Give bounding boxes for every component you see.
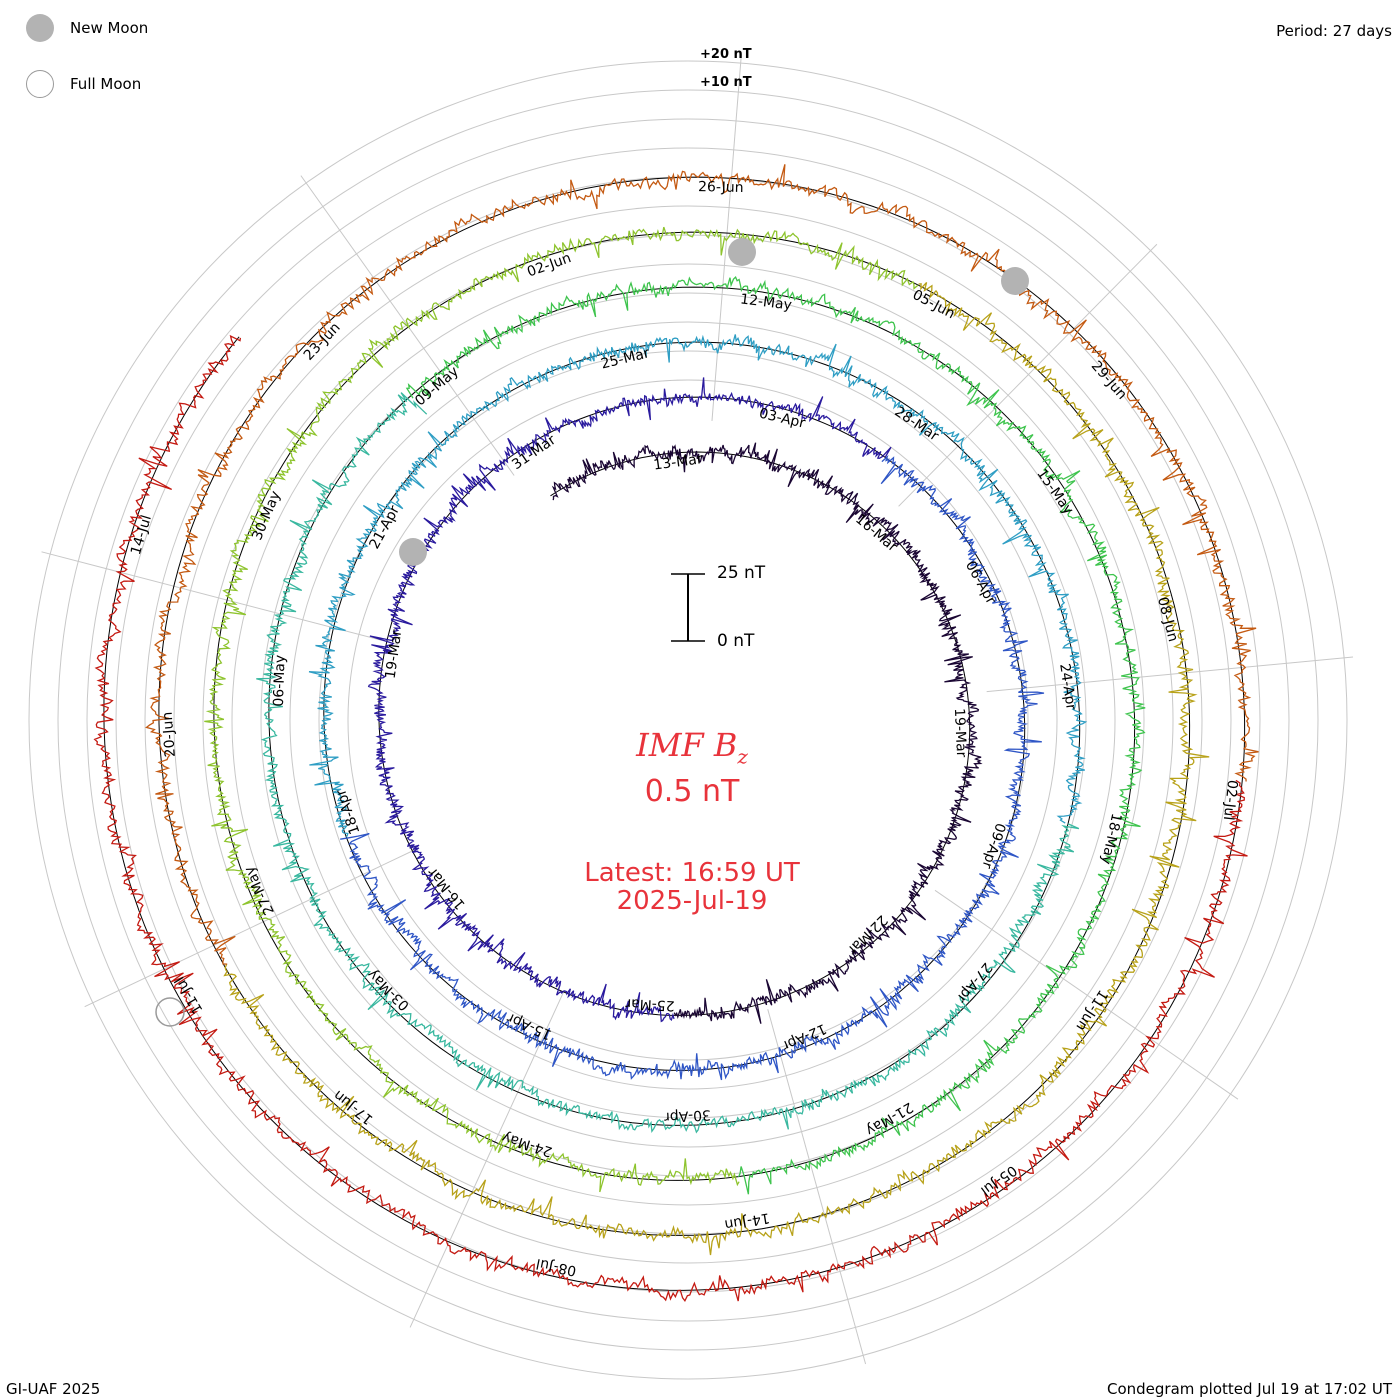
- series-segment: [93, 334, 1248, 1303]
- date-label: 25-Mar: [625, 995, 675, 1013]
- date-label: 21-May: [863, 1099, 916, 1139]
- date-label: 20-Jun: [160, 711, 179, 758]
- ring-label-plus20: +20 nT: [700, 47, 752, 62]
- moon-markers: [155, 238, 1029, 1027]
- grid-spoke: [986, 656, 1354, 693]
- series-segment: [308, 334, 1088, 838]
- date-label: 26-Jun: [698, 179, 744, 196]
- parameter-name: IMF B: [636, 726, 738, 764]
- date-label: 14-Jul: [128, 513, 155, 556]
- date-label: 13-Mar: [652, 451, 703, 473]
- grid-ring: [289, 321, 1087, 1119]
- new-moon-label: New Moon: [70, 19, 149, 37]
- grid-spoke: [711, 54, 742, 421]
- latest-time: Latest: 16:59 UT: [584, 858, 800, 888]
- series-segment: [204, 226, 919, 1193]
- date-label: 06-May: [271, 655, 289, 707]
- date-label: 19-Mar: [951, 708, 969, 758]
- date-label: 28-Mar: [892, 404, 942, 445]
- date-label: 12-May: [739, 291, 792, 313]
- date-label: 05-Jul: [977, 1162, 1019, 1199]
- grid-spoke: [767, 1009, 867, 1365]
- credit-label: GI-UAF 2025: [6, 1380, 101, 1398]
- parameter-subscript: z: [737, 744, 748, 769]
- grid-spoke: [409, 992, 564, 1328]
- full-moon-label: Full Moon: [70, 75, 142, 93]
- date-label: 24-Apr: [1056, 663, 1079, 712]
- date-label: 06-Apr: [962, 558, 999, 607]
- grid-ring: [144, 176, 1232, 1264]
- grid-ring: [347, 379, 1029, 1061]
- series-segment: [405, 275, 1146, 1195]
- grid-ring: [260, 292, 1116, 1148]
- current-value: 0.5 nT: [644, 774, 740, 809]
- date-label: 09-May: [412, 364, 462, 410]
- date-label: 08-Jul: [535, 1255, 578, 1279]
- date-label: 11-Jun: [1072, 987, 1110, 1034]
- series-segment: [256, 392, 1080, 1134]
- scale-top-label: 25 nT: [717, 563, 766, 583]
- ring-label-plus10: +10 nT: [700, 75, 752, 90]
- grid-ring: [115, 147, 1261, 1293]
- series-segment: [223, 281, 1210, 1256]
- grid-ring: [231, 263, 1145, 1177]
- date-label: 05-Jun: [910, 287, 958, 322]
- grid-spoke: [934, 889, 1239, 1100]
- plotted-label: Condegram plotted Jul 19 at 17:02 UT: [1106, 1380, 1392, 1398]
- legend-full-moon: Full Moon: [26, 70, 141, 98]
- grid-rings: [28, 60, 1348, 1380]
- grid-spoke: [898, 243, 1158, 507]
- new-moon-marker: [399, 538, 427, 566]
- date-label: 27-Apr: [953, 959, 995, 1006]
- scale-bar: [671, 573, 705, 642]
- legend-new-moon: New Moon: [26, 14, 148, 42]
- date-label: 30-May: [249, 489, 284, 543]
- grid-spokes: [41, 54, 1354, 1365]
- date-label: 02-Jul: [1220, 779, 1240, 821]
- grid-ring: [57, 89, 1319, 1351]
- full-moon-icon: [26, 70, 54, 98]
- new-moon-icon: [26, 14, 54, 42]
- date-label: 23-Jun: [301, 320, 344, 364]
- parameter-title: IMF Bz: [492, 726, 892, 768]
- new-moon-marker: [1001, 267, 1029, 295]
- latest-date: 2025-Jul-19: [616, 886, 768, 916]
- date-label: 30-Apr: [663, 1106, 711, 1125]
- date-label: 14-Jun: [723, 1209, 771, 1232]
- grid-spoke: [84, 848, 418, 1008]
- date-label: 19-Mar: [383, 629, 406, 680]
- scale-bottom-label: 0 nT: [717, 631, 755, 651]
- series-segment: [551, 442, 983, 1024]
- date-label: 27-May: [241, 864, 277, 918]
- period-label: Period: 27 days: [1276, 22, 1392, 40]
- new-moon-marker: [728, 238, 756, 266]
- grid-ring: [318, 350, 1058, 1090]
- grid-ring: [86, 118, 1290, 1322]
- date-label: 11-Jul: [172, 974, 207, 1017]
- series-segment: [367, 377, 892, 1023]
- grid-ring: [28, 60, 1348, 1380]
- series-segment: [145, 164, 1259, 965]
- date-label: 08-Jun: [1154, 595, 1181, 643]
- full-moon-marker: [155, 997, 185, 1027]
- grid-ring: [173, 205, 1203, 1235]
- data-series: [93, 164, 1259, 1303]
- series-segment: [340, 454, 1045, 1081]
